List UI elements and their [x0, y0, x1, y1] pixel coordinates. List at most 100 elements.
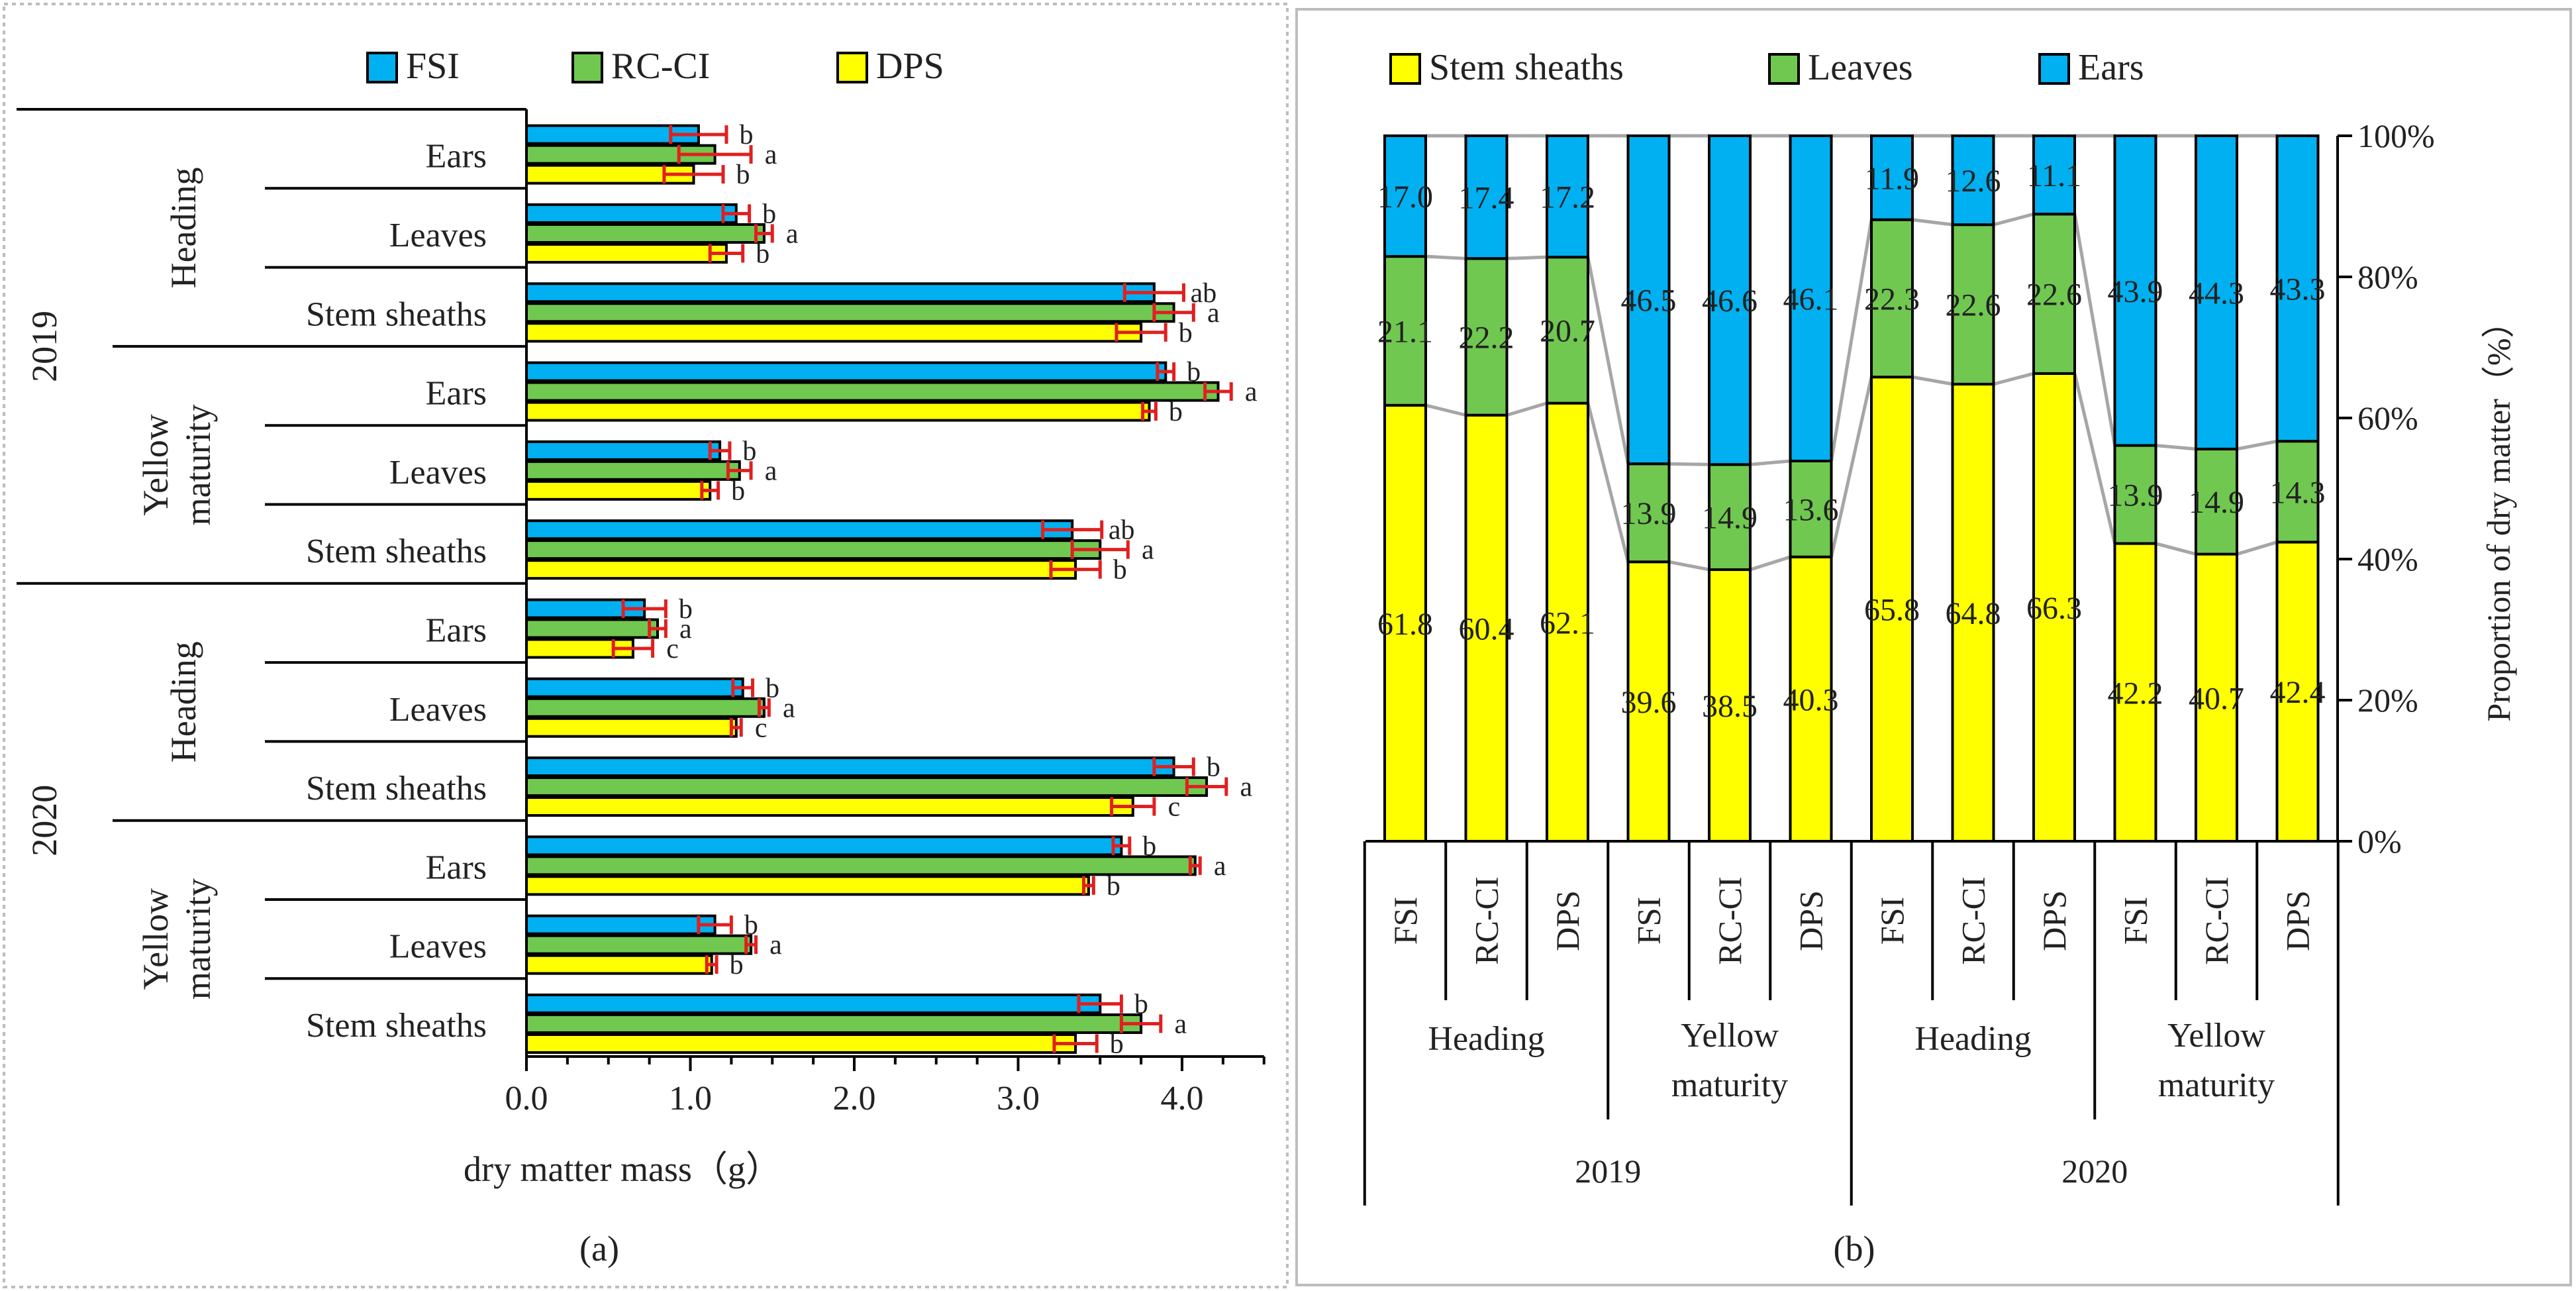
panel-a-border: [3, 3, 1289, 1288]
legend-label-ears: Ears: [2078, 47, 2144, 88]
stage-label: Heading: [1428, 1020, 1544, 1058]
bar-2020-3-ears-fsi: [525, 835, 1123, 856]
connector-stem-top: [1750, 555, 1791, 572]
legend-label-rc-ci: RC-CI: [611, 46, 710, 87]
bar-2020-2-ears-rc-ci: [525, 618, 659, 639]
treatment-label: RC-CI: [2198, 876, 2235, 964]
bar-2019-1-ears-rc-ci: [525, 381, 1220, 402]
significance-letter: b: [1142, 831, 1156, 862]
significance-letter: a: [1174, 1009, 1187, 1039]
significance-letter: b: [762, 199, 776, 229]
segment-ears-fsi-2020: [1870, 134, 1914, 221]
data-label-leaves: 22.6: [2026, 278, 2082, 313]
connector-leaves-top: [2073, 213, 2116, 446]
data-label-ears: 17.4: [1459, 181, 1514, 216]
treatment-label: FSI: [1630, 897, 1667, 945]
legend-swatch-ears: [2038, 53, 2070, 85]
data-label-stem: 42.4: [2270, 675, 2326, 710]
connector-stem-top: [1912, 375, 1953, 386]
significance-letter: a: [1207, 298, 1220, 329]
legend-label-dps: DPS: [876, 46, 944, 87]
segment-ears-rc-ci-2020: [2195, 134, 2238, 450]
y-tick-label: 40%: [2357, 541, 2418, 578]
segment-stem-fsi-2019: [1383, 403, 1427, 843]
x-tick-label: 0.0: [505, 1080, 548, 1117]
connector-leaves-top: [2155, 444, 2197, 451]
data-label-ears: 17.2: [1540, 180, 1595, 215]
treatment-label: DPS: [1549, 890, 1586, 951]
significance-letter: c: [666, 634, 679, 664]
data-label-stem: 38.5: [1702, 689, 1758, 724]
bar-2020-3-stem-sheaths-dps: [525, 1033, 1077, 1054]
significance-letter: b: [679, 594, 693, 625]
significance-letter: a: [786, 219, 799, 249]
category-label-stem-sheaths: Stem sheaths: [306, 770, 487, 807]
panel-a-category-dividers: [17, 108, 526, 980]
bar-2019-0-leaves-rc-ci: [525, 223, 766, 244]
data-label-ears: 17.0: [1377, 180, 1433, 215]
connector-stem-top: [1993, 372, 2034, 386]
panel-a-x-axis: 0.0 1.0 2.0 3.0 4.0: [505, 109, 1265, 1117]
connector-stem-top: [2155, 542, 2197, 556]
bar-2020-2-leaves-rc-ci: [525, 697, 766, 718]
connector-leaves-top: [1993, 212, 2034, 227]
connector-stem-top: [1586, 403, 1630, 562]
treatment-label: DPS: [2279, 890, 2316, 951]
connector-leaves-top: [1750, 459, 1791, 466]
significance-letter: b: [730, 950, 744, 980]
panel-a-label: (a): [579, 1229, 619, 1268]
treatment-label: DPS: [2036, 890, 2073, 951]
category-label-stem-sheaths: Stem sheaths: [306, 295, 487, 333]
data-label-ears: 43.9: [2108, 274, 2163, 309]
treatment-label: DPS: [1793, 890, 1830, 951]
segment-ears-fsi-2020: [2113, 134, 2157, 447]
legend-swatch-rc-ci: [571, 52, 603, 83]
bar-2020-2-stem-sheaths-fsi: [525, 756, 1175, 778]
panel-b-legend: Stem sheaths Leaves Ears: [1389, 47, 2144, 88]
significance-letter: b: [1113, 555, 1127, 586]
year-label-2020: 2020: [25, 785, 64, 856]
segment-ears-dps-2019: [1546, 134, 1589, 259]
data-label-stem: 61.8: [1377, 607, 1433, 642]
segment-ears-rc-ci-2019: [1708, 134, 1752, 466]
bar-2019-1-leaves-fsi: [525, 440, 722, 461]
stage-label-heading: Heading: [164, 641, 203, 762]
significance-letter: b: [1169, 397, 1183, 427]
category-label-leaves: Leaves: [389, 217, 487, 254]
stage-label-maturity: maturity: [178, 878, 218, 1000]
bar-2019-1-ears-dps: [525, 401, 1151, 422]
stage-label-line1: Yellow: [2167, 1017, 2265, 1055]
stage-label-line1: Yellow: [1681, 1017, 1779, 1055]
y-tick-label: 80%: [2357, 258, 2418, 295]
treatment-label: FSI: [2117, 897, 2154, 945]
segment-ears-fsi-2019: [1626, 134, 1671, 466]
category-label-leaves: Leaves: [389, 691, 487, 729]
category-label-ears: Ears: [426, 375, 487, 413]
significance-letter: b: [731, 476, 745, 506]
segment-ears-rc-ci-2020: [1951, 134, 1995, 227]
treatment-label: RC-CI: [1711, 876, 1748, 964]
data-label-ears: 44.3: [2189, 276, 2244, 311]
legend-label-fsi: FSI: [406, 46, 460, 87]
category-label-leaves: Leaves: [389, 928, 487, 966]
x-tick-label: 4.0: [1161, 1080, 1204, 1117]
significance-letter: a: [783, 693, 795, 723]
panel-b-stacked-bar-chart: Stem sheaths Leaves Ears 61.8 21.1 17.0 60.4 2…: [1363, 47, 2517, 1268]
category-label-ears: Ears: [426, 849, 487, 886]
significance-letter: b: [1107, 871, 1120, 902]
significance-letter: b: [1110, 1029, 1124, 1059]
stage-label-maturity: maturity: [178, 404, 218, 525]
bar-2020-2-stem-sheaths-dps: [525, 796, 1134, 817]
segment-ears-fsi-2019: [1383, 134, 1427, 258]
connector-stem-top: [1425, 403, 1467, 417]
stage-label-line2: maturity: [2158, 1066, 2275, 1104]
data-label-leaves: 14.3: [2270, 475, 2326, 510]
data-label-leaves: 22.2: [1459, 321, 1514, 356]
category-label-stem-sheaths: Stem sheaths: [306, 1007, 487, 1045]
segment-leaves-rc-ci-2020: [1951, 223, 1995, 386]
segment-ears-dps-2019: [1789, 134, 1833, 462]
category-label-ears: Ears: [426, 138, 487, 176]
connector-stem-top: [1669, 560, 1710, 572]
segment-stem-dps-2019: [1546, 401, 1589, 843]
